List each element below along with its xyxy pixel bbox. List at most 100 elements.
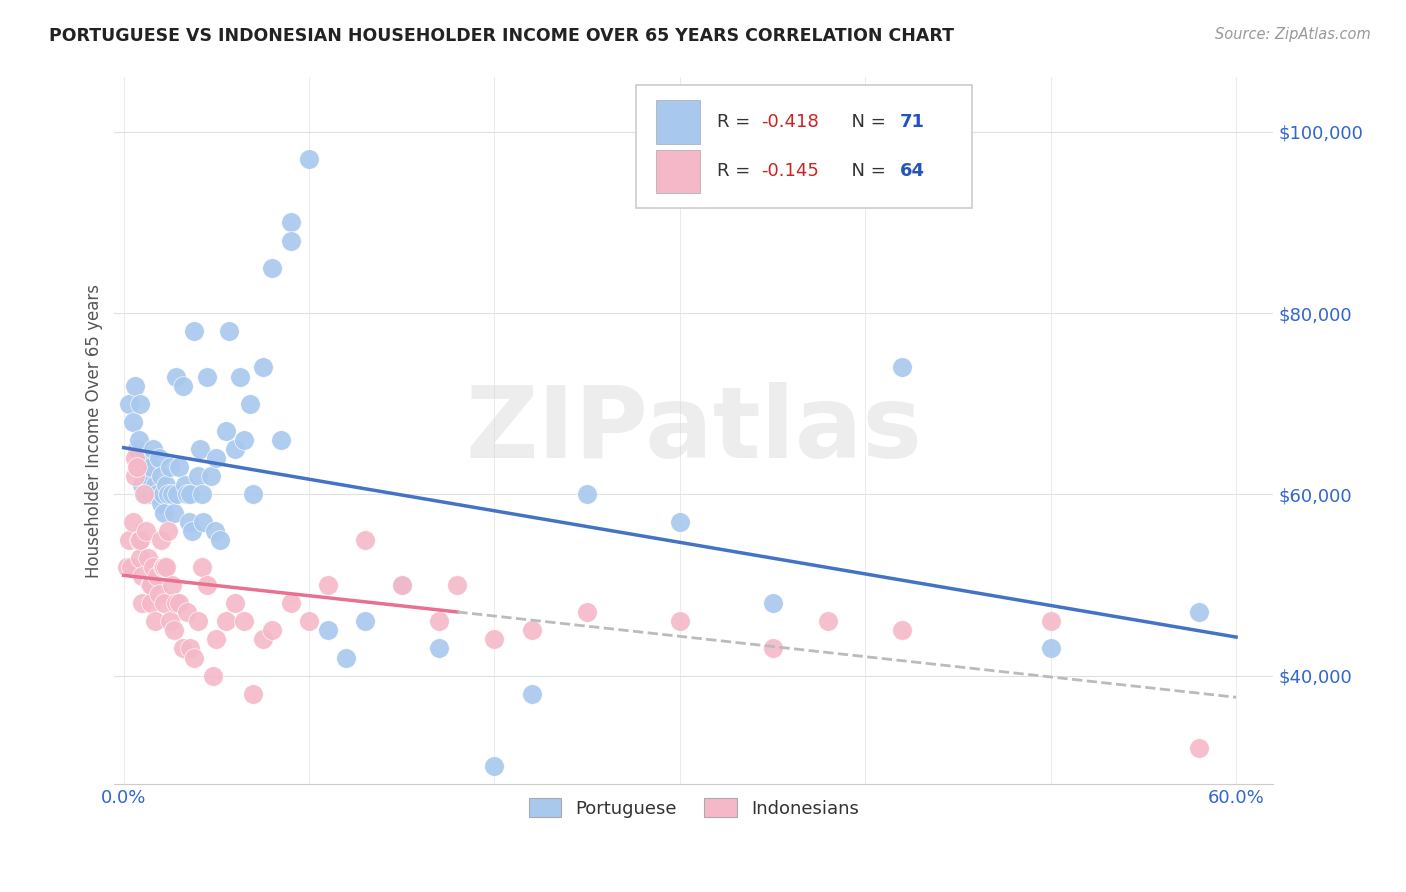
Point — [172, 641, 194, 656]
Point — [316, 624, 339, 638]
Point — [132, 487, 155, 501]
Point — [891, 360, 914, 375]
Point — [218, 324, 240, 338]
Point — [148, 587, 170, 601]
Point — [157, 524, 180, 538]
Point — [120, 560, 142, 574]
Point — [136, 550, 159, 565]
Point — [242, 487, 264, 501]
Point — [427, 614, 450, 628]
Point — [141, 596, 163, 610]
Point — [172, 378, 194, 392]
Point — [122, 515, 145, 529]
Point — [141, 578, 163, 592]
Point — [187, 469, 209, 483]
Point — [761, 596, 783, 610]
Point — [132, 451, 155, 466]
Point — [146, 487, 169, 501]
Point — [160, 487, 183, 501]
Point — [142, 442, 165, 456]
Point — [391, 578, 413, 592]
Point — [190, 487, 212, 501]
Point — [163, 506, 186, 520]
Text: -0.418: -0.418 — [761, 113, 818, 131]
Point — [122, 415, 145, 429]
Point — [224, 442, 246, 456]
Point — [233, 433, 256, 447]
Point — [1039, 641, 1062, 656]
Point — [124, 378, 146, 392]
Point — [149, 496, 172, 510]
Point — [817, 614, 839, 628]
Text: R =: R = — [717, 113, 756, 131]
Point — [188, 442, 211, 456]
Point — [129, 550, 152, 565]
Point — [179, 487, 201, 501]
Point — [520, 624, 543, 638]
Point — [298, 152, 321, 166]
Point — [252, 360, 274, 375]
Point — [138, 487, 160, 501]
Point — [484, 759, 506, 773]
Point — [143, 614, 166, 628]
Point — [149, 533, 172, 547]
Point — [152, 560, 174, 574]
Point — [669, 614, 692, 628]
Point — [205, 451, 228, 466]
Point — [446, 578, 468, 592]
Point — [143, 478, 166, 492]
Point — [187, 614, 209, 628]
Point — [891, 624, 914, 638]
Point — [118, 533, 141, 547]
Point — [125, 442, 148, 456]
Y-axis label: Householder Income Over 65 years: Householder Income Over 65 years — [86, 284, 103, 578]
Point — [427, 641, 450, 656]
Point — [165, 596, 187, 610]
Point — [160, 578, 183, 592]
Point — [125, 460, 148, 475]
Point — [124, 451, 146, 466]
Point — [176, 487, 198, 501]
Point — [159, 614, 181, 628]
Point — [155, 478, 177, 492]
Point — [152, 487, 174, 501]
Point — [159, 460, 181, 475]
Point — [149, 469, 172, 483]
Point — [205, 632, 228, 647]
Point — [280, 234, 302, 248]
Point — [761, 641, 783, 656]
Point — [128, 433, 150, 447]
Point — [118, 397, 141, 411]
Point — [260, 260, 283, 275]
Point — [280, 215, 302, 229]
Text: 64: 64 — [900, 162, 925, 180]
Point — [124, 469, 146, 483]
Point — [183, 650, 205, 665]
Point — [135, 487, 157, 501]
Point — [260, 624, 283, 638]
Point — [233, 614, 256, 628]
Point — [165, 369, 187, 384]
Point — [316, 578, 339, 592]
Point — [214, 614, 236, 628]
Point — [190, 560, 212, 574]
Point — [169, 460, 191, 475]
Point — [136, 469, 159, 483]
Point — [669, 515, 692, 529]
Text: PORTUGUESE VS INDONESIAN HOUSEHOLDER INCOME OVER 65 YEARS CORRELATION CHART: PORTUGUESE VS INDONESIAN HOUSEHOLDER INC… — [49, 27, 955, 45]
Point — [353, 614, 375, 628]
Point — [146, 569, 169, 583]
Point — [1188, 741, 1211, 756]
Legend: Portuguese, Indonesians: Portuguese, Indonesians — [522, 791, 866, 825]
Point — [166, 487, 188, 501]
Point — [153, 560, 176, 574]
Point — [1188, 605, 1211, 619]
Point — [193, 515, 215, 529]
Point — [391, 578, 413, 592]
Point — [176, 605, 198, 619]
Point — [131, 596, 153, 610]
Text: 71: 71 — [900, 113, 925, 131]
Point — [131, 569, 153, 583]
Point — [141, 460, 163, 475]
Point — [183, 324, 205, 338]
